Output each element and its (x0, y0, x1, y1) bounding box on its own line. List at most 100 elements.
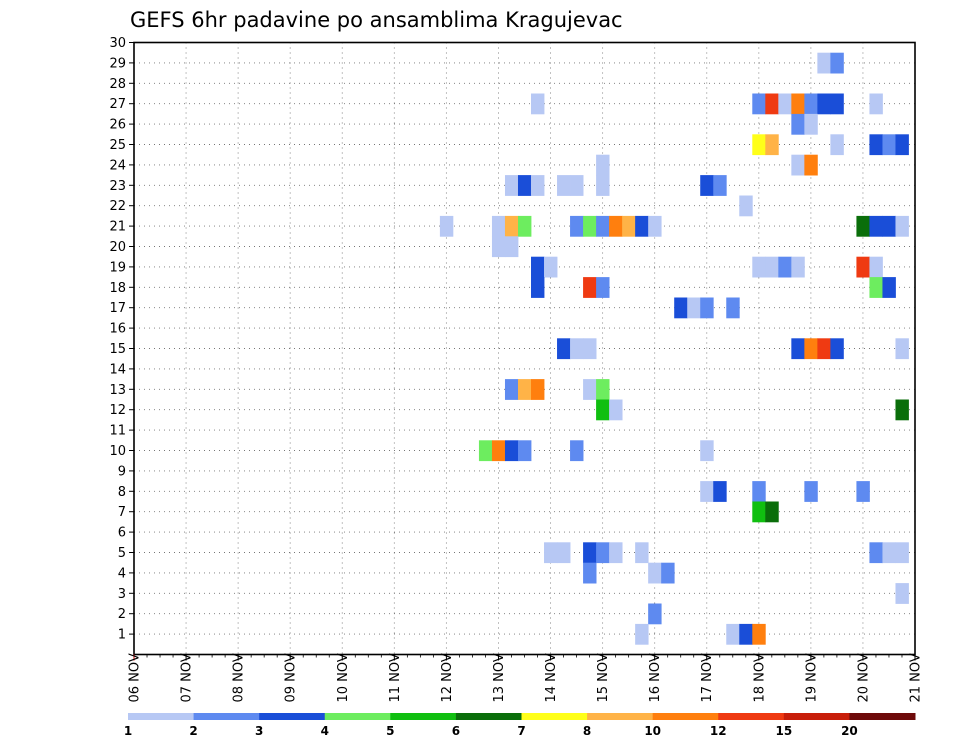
legend-swatch (259, 713, 326, 720)
precip-cell (700, 481, 714, 502)
precip-cell (765, 93, 779, 115)
precip-cell (869, 134, 883, 156)
precip-cell (635, 623, 649, 645)
x-tick-label: 18 NOV (752, 653, 767, 702)
y-tick-label: 28 (109, 77, 126, 92)
precip-cell (531, 379, 545, 400)
precip-cell (531, 93, 545, 115)
y-tick-label: 22 (109, 199, 126, 214)
precip-cell (517, 175, 532, 196)
legend-label: 15 (775, 724, 792, 738)
precip-cell (869, 542, 883, 564)
legend-label: 1 (124, 724, 132, 738)
y-tick-label: 26 (109, 118, 126, 133)
legend-label: 2 (189, 724, 197, 738)
precip-cell (856, 256, 870, 278)
precip-cell (557, 338, 571, 360)
y-tick-label: 4 (118, 566, 126, 581)
precip-cell (752, 623, 766, 645)
precip-cell (882, 542, 896, 564)
y-tick-label: 14 (109, 362, 126, 377)
legend-swatch (128, 713, 195, 720)
precip-cell (517, 379, 532, 400)
precip-cell (570, 440, 584, 462)
legend-label: 7 (517, 724, 525, 738)
precip-cell (504, 440, 519, 462)
y-tick-label: 9 (118, 464, 126, 479)
precip-cell (739, 195, 753, 217)
precip-cell (609, 399, 623, 421)
y-tick-label: 3 (118, 587, 126, 602)
x-tick-label: 14 NOV (544, 653, 559, 702)
precip-cell (895, 583, 909, 604)
precip-cell (648, 603, 662, 625)
precip-cell (504, 215, 519, 237)
precip-cell (804, 113, 818, 135)
precip-cell (700, 440, 714, 462)
precip-cell (830, 52, 844, 74)
precip-cell (856, 215, 870, 237)
precip-cell (491, 236, 506, 258)
precip-cell (895, 399, 909, 421)
x-tick-label: 21 NOV (909, 653, 924, 702)
legend-swatch (390, 713, 457, 720)
precip-cell (517, 440, 532, 462)
chart-title: GEFS 6hr padavine po ansamblima Kragujev… (130, 8, 623, 32)
x-tick-label: 15 NOV (596, 653, 611, 702)
precip-cell (583, 542, 597, 564)
precip-cell (531, 277, 545, 298)
legend-label: 12 (710, 724, 727, 738)
y-tick-label: 15 (109, 342, 126, 357)
precip-cell (531, 256, 545, 278)
precip-cell (726, 623, 740, 645)
precip-cell (765, 501, 779, 523)
y-tick-label: 11 (109, 424, 126, 439)
precip-cell (817, 93, 831, 115)
precip-cell (544, 256, 558, 278)
y-tick-label: 13 (109, 383, 126, 398)
precip-cell (752, 134, 766, 156)
y-tick-label: 25 (109, 138, 126, 153)
precip-cell (830, 134, 844, 156)
precip-cell (752, 93, 766, 115)
y-tick-label: 30 (109, 36, 126, 51)
legend-label: 3 (255, 724, 263, 738)
x-tick-label: 12 NOV (440, 653, 455, 702)
color-legend: 1 2 3 4 5 6 7 8 10 12 15 20 (124, 713, 916, 738)
precip-cell (791, 154, 805, 176)
precip-cell (817, 338, 831, 360)
precip-cell (517, 215, 532, 237)
precip-cell (726, 297, 740, 319)
legend-swatch (783, 713, 850, 720)
precip-cell (504, 175, 519, 196)
precip-cell (570, 175, 584, 196)
legend-swatch (455, 713, 522, 720)
y-tick-label: 8 (118, 485, 126, 500)
precip-cell (869, 93, 883, 115)
precip-cell (752, 256, 766, 278)
precip-cell (583, 215, 597, 237)
x-tick-label: 17 NOV (700, 653, 715, 702)
precip-cell (648, 562, 662, 584)
precip-cell (596, 542, 610, 564)
precip-cell (765, 134, 779, 156)
y-tick-label: 29 (109, 56, 126, 71)
precip-cell (596, 154, 610, 176)
precip-cell (713, 481, 727, 502)
y-tick-label: 2 (118, 607, 126, 622)
precip-cell (583, 277, 597, 298)
x-tick-label: 06 NOV (128, 653, 143, 702)
precip-cell (583, 338, 597, 360)
precip-cell (856, 481, 870, 502)
precip-cell (583, 379, 597, 400)
precip-cell (804, 154, 818, 176)
x-tick-label: 13 NOV (492, 653, 507, 702)
precip-cell (531, 175, 545, 196)
precip-cell (791, 113, 805, 135)
precip-cell (700, 175, 714, 196)
y-tick-label: 5 (118, 546, 126, 561)
y-tick-label: 23 (109, 179, 126, 194)
precip-cell (791, 93, 805, 115)
precip-cell (596, 277, 610, 298)
